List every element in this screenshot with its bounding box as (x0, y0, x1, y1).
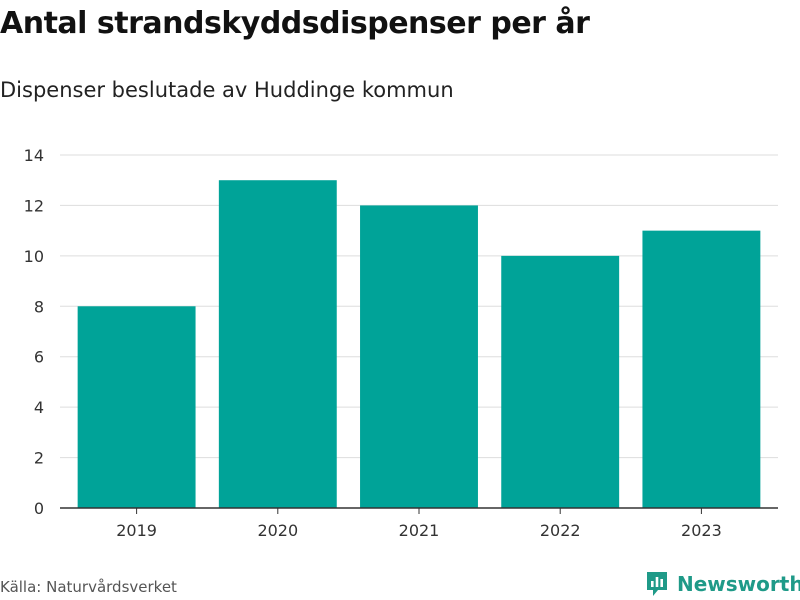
chart-title: Antal strandskyddsdispenser per år (0, 6, 590, 41)
x-tick-label: 2021 (399, 521, 440, 540)
y-tick-label: 12 (24, 196, 44, 215)
brand-name: Newsworthy (677, 572, 800, 596)
x-tick-label: 2020 (257, 521, 298, 540)
y-tick-label: 0 (34, 499, 44, 518)
bar-2023 (642, 230, 761, 508)
y-tick-label: 14 (24, 146, 44, 165)
x-axis-ticks: 2019 2020 2021 2022 2023 (116, 508, 722, 540)
x-tick-label: 2019 (116, 521, 157, 540)
bar-2019 (77, 306, 196, 508)
y-tick-label: 2 (34, 449, 44, 468)
y-tick-label: 8 (34, 297, 44, 316)
bars (77, 180, 761, 508)
source-note: Källa: Naturvårdsverket (0, 578, 177, 596)
newsworthy-logo-icon (647, 572, 667, 596)
x-tick-label: 2023 (681, 521, 722, 540)
brand-logo: Newsworthy (645, 570, 800, 598)
bar-2022 (501, 255, 620, 508)
x-tick-label: 2022 (540, 521, 581, 540)
bar-2020 (218, 180, 337, 508)
bar-2021 (360, 205, 478, 508)
chart-subtitle: Dispenser beslutade av Huddinge kommun (0, 78, 454, 102)
y-tick-label: 10 (24, 247, 44, 266)
y-tick-label: 4 (34, 398, 44, 417)
y-tick-label: 6 (34, 348, 44, 367)
y-axis-ticks: 0 2 4 6 8 10 12 14 (24, 146, 44, 518)
